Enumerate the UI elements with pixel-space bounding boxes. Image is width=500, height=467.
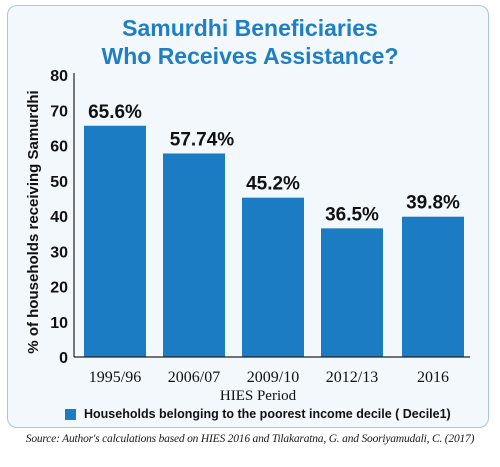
y-tick-label: 70 bbox=[50, 103, 68, 120]
y-tick-label: 10 bbox=[50, 315, 68, 332]
y-tick-label: 40 bbox=[50, 209, 68, 226]
x-tick-label: 2012/13 bbox=[326, 369, 378, 386]
x-tick-label: 2016 bbox=[417, 369, 449, 386]
legend: Households belonging to the poorest inco… bbox=[65, 407, 451, 421]
data-label: 57.74% bbox=[170, 129, 235, 150]
legend-label: Households belonging to the poorest inco… bbox=[84, 407, 451, 421]
data-label: 39.8% bbox=[406, 193, 460, 214]
data-label: 45.2% bbox=[246, 174, 300, 195]
x-tick-label: 2006/07 bbox=[168, 369, 220, 386]
bar bbox=[321, 228, 383, 357]
y-tick-label: 60 bbox=[50, 139, 68, 156]
bars bbox=[84, 125, 464, 357]
data-labels: 65.6% 57.74% 45.2% 36.5% 39.8% bbox=[88, 102, 460, 226]
data-label: 65.6% bbox=[88, 102, 142, 123]
x-axis-label: HIES Period bbox=[220, 388, 297, 404]
y-tick-label: 50 bbox=[50, 174, 68, 191]
bar bbox=[84, 125, 146, 357]
x-tick-label: 1995/96 bbox=[89, 369, 141, 386]
y-axis-label: % of households receiving Samurdhi bbox=[25, 90, 42, 353]
bar bbox=[163, 153, 225, 357]
data-label: 36.5% bbox=[325, 204, 379, 225]
x-tick-label: 2009/10 bbox=[247, 369, 299, 386]
chart-title-line-1: Samurdhi Beneficiaries bbox=[122, 15, 378, 41]
y-tick-label: 80 bbox=[50, 68, 68, 85]
y-tick-label: 30 bbox=[50, 244, 68, 261]
y-tick-label: 0 bbox=[59, 350, 68, 367]
y-tick-label: 20 bbox=[50, 280, 68, 297]
bar bbox=[402, 216, 464, 357]
x-axis: 1995/96 2006/07 2009/10 2012/13 2016 bbox=[74, 356, 470, 386]
bar bbox=[242, 197, 304, 357]
y-axis: 0 10 20 30 40 50 60 70 80 bbox=[50, 68, 75, 367]
legend-swatch bbox=[65, 408, 76, 420]
source-note: Source: Author's calculations based on H… bbox=[25, 433, 475, 445]
chart-title-line-2: Who Receives Assistance? bbox=[101, 43, 399, 69]
